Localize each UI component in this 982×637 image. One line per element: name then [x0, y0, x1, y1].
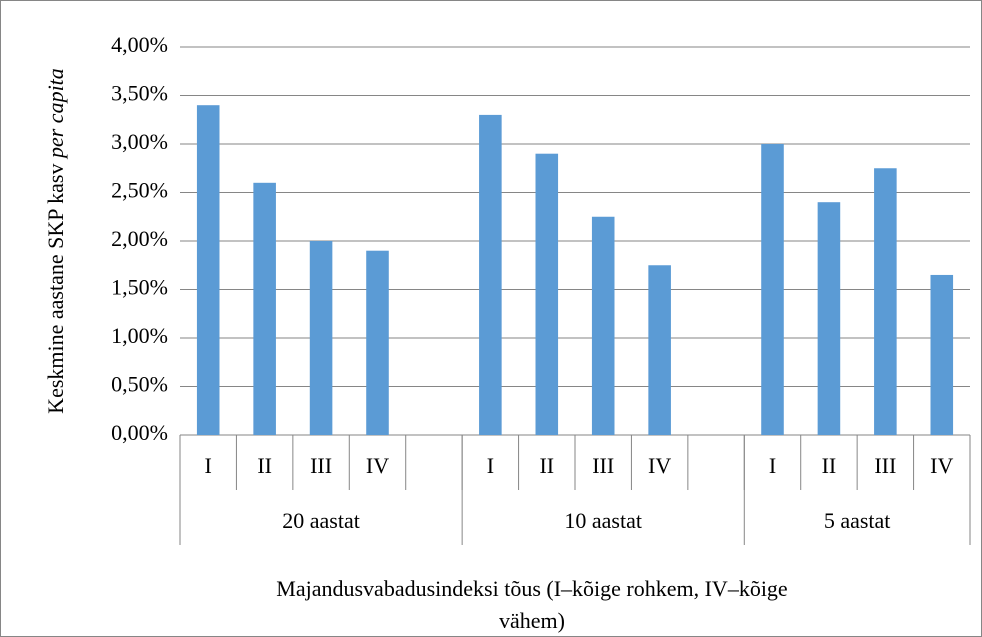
x-tick-label: I	[769, 453, 776, 478]
x-tick-label: II	[257, 453, 272, 478]
group-label: 5 aastat	[824, 508, 891, 533]
y-tick-label: 3,50%	[111, 81, 168, 106]
y-tick-label: 2,50%	[111, 178, 168, 203]
y-axis-label-text: Keskmine aastane SKP kasv	[43, 164, 68, 414]
x-tick-label: III	[310, 453, 332, 478]
bar	[648, 265, 671, 435]
y-tick-label: 3,00%	[111, 129, 168, 154]
bar	[535, 153, 559, 435]
bar	[309, 241, 333, 435]
y-tick-label: 1,50%	[111, 275, 168, 300]
bar	[591, 216, 615, 435]
y-tick-label: 1,00%	[111, 323, 168, 348]
bar	[817, 202, 841, 435]
bar	[761, 144, 784, 435]
x-tick-label: IV	[930, 453, 953, 478]
y-axis-label-italic: per capita	[43, 68, 68, 160]
bar	[253, 182, 276, 435]
bar	[366, 250, 389, 435]
x-tick-label: IV	[366, 453, 389, 478]
x-tick-label: IV	[648, 453, 671, 478]
x-tick-label: II	[539, 453, 554, 478]
y-tick-label: 0,00%	[111, 420, 168, 445]
y-tick-label: 0,50%	[111, 372, 168, 397]
bar	[930, 274, 954, 435]
group-label: 10 aastat	[564, 508, 642, 533]
x-tick-label: I	[205, 453, 212, 478]
group-label: 20 aastat	[282, 508, 360, 533]
x-axis-label: Majandusvabadusindeksi tõus (I–kõige roh…	[276, 576, 787, 601]
x-tick-label: III	[874, 453, 896, 478]
y-tick-label: 2,00%	[111, 226, 168, 251]
x-axis-label: vähem)	[499, 608, 565, 633]
bar	[196, 105, 220, 435]
x-tick-label: II	[822, 453, 837, 478]
y-tick-label: 4,00%	[111, 32, 168, 57]
y-axis-label: Keskmine aastane SKP kasv per capita	[43, 68, 68, 414]
x-tick-label: I	[487, 453, 494, 478]
bar	[479, 114, 502, 436]
x-tick-label: III	[592, 453, 614, 478]
bar	[874, 168, 897, 435]
